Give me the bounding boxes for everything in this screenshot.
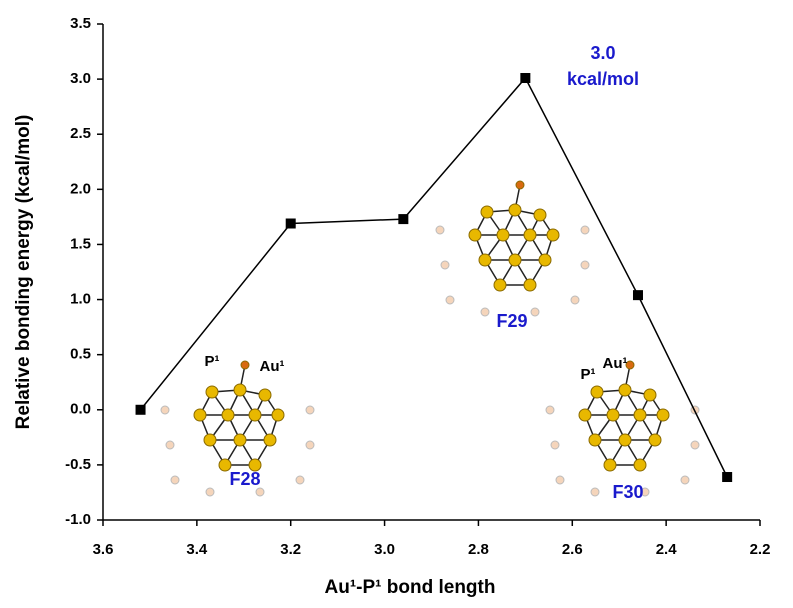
ligand-atom [171,476,179,484]
x-tick-label: 2.8 [468,541,489,558]
gold-atom [516,181,524,189]
gold-atom [607,409,619,421]
gold-atom [579,409,591,421]
ligand-atom [306,406,314,414]
gold-atom [619,434,631,446]
x-tick-label: 3.6 [93,541,114,558]
gold-atom [241,361,249,369]
ligand-atom [531,308,539,316]
molecule-illustrations [161,181,699,496]
y-axis-title: Relative bonding energy (kcal/mol) [13,115,34,430]
ligand-atom [691,441,699,449]
gold-atom [479,254,491,266]
x-axis-title: Au¹-P¹ bond length [325,577,496,598]
gold-atom [497,229,509,241]
y-tick-label: 2.5 [70,125,91,142]
gold-atom [524,229,536,241]
gold-atom [524,279,536,291]
y-tick-label: -1.0 [65,511,91,528]
ligand-atom [481,308,489,316]
ligand-atom [306,441,314,449]
annotation: Au¹ [603,355,628,372]
gold-atom [194,409,206,421]
x-tick-label: 2.6 [562,541,583,558]
ligand-atom [571,296,579,304]
gold-atom [509,254,521,266]
gold-atom [234,434,246,446]
ligand-atom [166,441,174,449]
gold-atom [547,229,559,241]
y-tick-label: 0.0 [70,401,91,418]
annotation: Au¹ [260,358,285,375]
ligand-atom [441,261,449,269]
ligand-atom [556,476,564,484]
y-tick-label: 1.0 [70,291,91,308]
annotation: F29 [496,311,527,331]
y-tick-label: 0.5 [70,346,91,363]
gold-atom [509,204,521,216]
gold-atom [657,409,669,421]
x-tick-label: 2.4 [656,541,678,558]
data-point [520,73,530,83]
ligand-atom [581,226,589,234]
ligand-atom [546,406,554,414]
y-tick-label: 2.0 [70,180,91,197]
data-point [286,219,296,229]
x-tick-label: 2.2 [750,541,771,558]
data-point [136,405,146,415]
gold-atom [249,409,261,421]
gold-atom [634,409,646,421]
gold-atom [589,434,601,446]
y-tick-label: 3.5 [70,15,91,32]
ligand-atom [206,488,214,496]
data-point [722,472,732,482]
gold-atom [539,254,551,266]
gold-atom [644,389,656,401]
ligand-atom [446,296,454,304]
ligand-atom [436,226,444,234]
annotation: 3.0 [590,43,615,63]
y-tick-label: 3.0 [70,70,91,87]
gold-atom [494,279,506,291]
gold-atom [222,409,234,421]
gold-atom [649,434,661,446]
gold-atom [272,409,284,421]
chart: Au¹-P¹ bond length Relative bonding ener… [0,0,793,608]
gold-atom [534,209,546,221]
ligand-atom [256,488,264,496]
ligand-atom [681,476,689,484]
gold-atom [206,386,218,398]
ligand-atom [296,476,304,484]
gold-atom [264,434,276,446]
y-tick-label: 1.5 [70,235,91,252]
annotation: F28 [229,469,260,489]
annotation: P¹ [205,353,220,370]
y-tick-label: -0.5 [65,456,91,473]
annotation: F30 [612,482,643,502]
gold-atom [469,229,481,241]
annotation: kcal/mol [567,69,639,89]
gold-atom [634,459,646,471]
ligand-atom [591,488,599,496]
ligand-atom [581,261,589,269]
x-tick-label: 3.4 [186,541,208,558]
gold-atom [481,206,493,218]
gold-atom [604,459,616,471]
annotation: P¹ [581,366,596,383]
gold-atom [259,389,271,401]
gold-atom [619,384,631,396]
data-point [398,214,408,224]
data-point [633,290,643,300]
x-tick-label: 3.2 [280,541,301,558]
x-tick-label: 3.0 [374,541,395,558]
gold-atom [204,434,216,446]
ligand-atom [161,406,169,414]
ligand-atom [551,441,559,449]
gold-atom [591,386,603,398]
gold-atom [234,384,246,396]
